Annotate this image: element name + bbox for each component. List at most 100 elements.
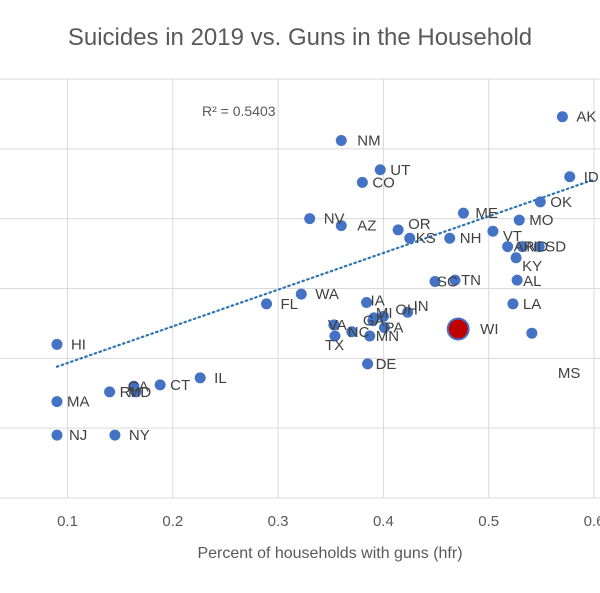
point-label: NJ <box>69 427 87 444</box>
data-point <box>511 274 523 286</box>
x-tick-label: 0.4 <box>373 513 394 530</box>
data-point <box>328 319 340 331</box>
data-point <box>367 315 379 327</box>
trendline <box>55 178 596 368</box>
point-label: SC <box>437 274 458 291</box>
point-label: OH <box>395 301 418 318</box>
chart-title: Suicides in 2019 vs. Guns in the Househo… <box>68 24 532 51</box>
point-label: CT <box>170 377 190 394</box>
point-label: CO <box>372 174 395 191</box>
point-label: TX <box>325 337 344 354</box>
point-label: IL <box>214 370 227 387</box>
x-axis-title: Percent of households with guns (hfr) <box>197 545 462 562</box>
x-tick-label: 0.6 <box>584 513 600 530</box>
point-label: VT <box>503 228 522 245</box>
data-point <box>51 429 63 441</box>
point-label: WA <box>315 286 339 303</box>
data-point <box>564 171 576 183</box>
data-point <box>364 330 376 342</box>
data-point <box>361 296 373 308</box>
data-point <box>507 298 519 310</box>
data-point <box>109 429 121 441</box>
data-point <box>130 386 142 398</box>
data-point <box>444 232 456 244</box>
point-label: UT <box>390 162 410 179</box>
point-label: LA <box>523 296 541 313</box>
point-label: NM <box>357 132 380 149</box>
point-label: KS <box>416 230 436 247</box>
data-point <box>194 372 206 384</box>
point-label: SD <box>545 239 566 256</box>
x-tick-labels: 0.1 0.2 0.3 0.4 0.5 0.6 <box>57 513 600 530</box>
point-label: MA <box>67 394 90 411</box>
point-label: RI <box>120 384 135 401</box>
data-point <box>513 214 525 226</box>
data-point <box>362 358 374 370</box>
data-point <box>51 396 63 408</box>
point-label: HI <box>71 336 86 353</box>
point-label: WI <box>480 321 498 338</box>
point-label: MN <box>376 328 399 345</box>
data-point <box>329 330 341 342</box>
data-point <box>526 327 538 339</box>
point-label: NC <box>348 324 370 341</box>
point-label: FL <box>281 296 299 313</box>
data-point <box>457 207 469 219</box>
highlighted-point <box>446 317 470 341</box>
data-point <box>378 322 390 334</box>
point-label: GA <box>363 313 385 330</box>
point-label: AK <box>576 109 596 126</box>
data-point <box>356 176 368 188</box>
data-point <box>402 306 414 318</box>
point-label: MO <box>529 212 553 229</box>
data-point <box>377 310 389 322</box>
data-points <box>51 111 576 441</box>
data-point <box>261 298 273 310</box>
data-point <box>51 338 63 350</box>
r-squared-annotation: R² = 0.5403 <box>202 103 276 119</box>
data-point <box>534 196 546 208</box>
point-label: VA <box>328 317 347 334</box>
data-point <box>392 224 404 236</box>
grid-lines <box>0 78 600 499</box>
data-point <box>374 164 386 176</box>
point-label: ME <box>475 205 498 222</box>
point-label: TN <box>461 272 481 289</box>
point-label: IA <box>371 292 385 309</box>
point-label: KY <box>522 258 542 275</box>
x-tick-label: 0.2 <box>162 513 183 530</box>
point-label: MD <box>128 384 151 401</box>
point-label: NV <box>324 211 345 228</box>
data-point <box>104 386 116 398</box>
data-point <box>404 232 416 244</box>
x-tick-label: 0.1 <box>57 513 78 530</box>
trendline-group <box>55 178 596 368</box>
data-point <box>429 276 441 288</box>
data-point <box>502 241 514 253</box>
point-label: OR <box>408 216 431 233</box>
point-label: MI <box>376 305 393 322</box>
point-label: MS <box>558 365 581 382</box>
data-point <box>346 326 358 338</box>
point-label: NH <box>460 230 482 247</box>
data-point <box>487 225 499 237</box>
data-point <box>533 241 545 253</box>
point-label: DE <box>376 356 397 373</box>
data-point <box>154 379 166 391</box>
point-label: IN <box>414 298 429 315</box>
point-label: CA <box>128 378 149 395</box>
data-point <box>335 220 347 232</box>
data-point <box>295 288 307 300</box>
point-label: OK <box>550 194 572 211</box>
point-label: ID <box>584 169 599 186</box>
x-tick-label: 0.5 <box>478 513 499 530</box>
point-label: ND <box>526 239 548 256</box>
data-point <box>516 241 528 253</box>
data-point <box>510 252 522 264</box>
x-tick-label: 0.3 <box>268 513 289 530</box>
point-label: AL <box>523 273 541 290</box>
data-point <box>556 111 568 123</box>
point-label: AZ <box>357 218 376 235</box>
